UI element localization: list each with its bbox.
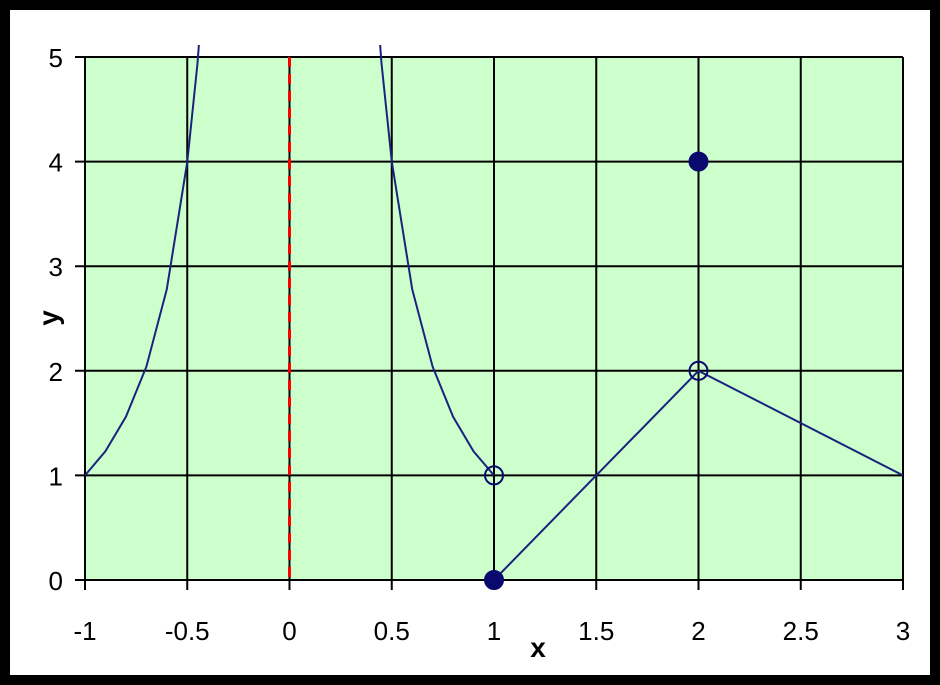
y-tick-label: 1: [49, 461, 63, 491]
y-tick-label: 2: [49, 357, 63, 387]
x-tick-label: 0: [282, 616, 296, 646]
series-line-1: [85, 45, 200, 477]
x-tick-label: 2.5: [783, 616, 819, 646]
y-tick-label: 3: [49, 252, 63, 282]
x-tick-label: 0.5: [374, 616, 410, 646]
y-tick-label: 0: [49, 566, 63, 596]
x-tick-label: 1.5: [578, 616, 614, 646]
y-tick-label: 4: [49, 148, 63, 178]
series-line-3: [493, 369, 903, 580]
x-tick-label: 2: [691, 616, 705, 646]
x-tick-label: 1: [487, 616, 501, 646]
series-line-2: [379, 45, 495, 477]
x-tick-label: -1: [73, 616, 96, 646]
filled-point: [484, 570, 504, 590]
x-tick-label: 3: [896, 616, 910, 646]
y-tick-label: 5: [49, 43, 63, 73]
open-point: [688, 360, 709, 381]
x-tick-label: -0.5: [165, 616, 210, 646]
filled-point: [688, 151, 709, 172]
y-axis-title: y: [33, 310, 64, 326]
x-axis-title: x: [530, 632, 546, 663]
open-point: [484, 465, 504, 486]
